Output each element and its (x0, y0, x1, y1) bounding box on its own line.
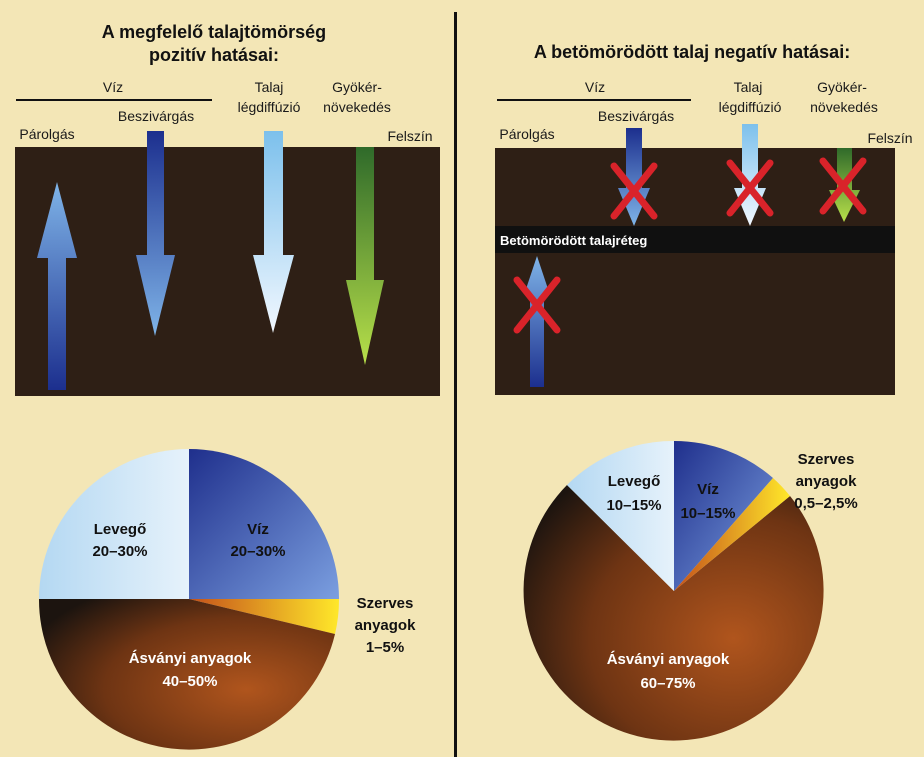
right-pie-asvanyi-value: 60–75% (640, 675, 695, 692)
left-pie-asvanyi-name: Ásványi anyagok (129, 650, 252, 667)
right-label-novekedes: növekedés (810, 99, 878, 115)
left-pie-levego-name: Levegő (94, 521, 147, 538)
left-pie-szerves-name1: Szerves (357, 595, 414, 612)
left-panel: A megfelelő talajtömörség pozitív hatása… (15, 22, 440, 750)
left-pie-szerves-slice (189, 599, 340, 634)
left-soil-block (15, 147, 440, 396)
left-pie-szerves-value: 1–5% (366, 639, 404, 656)
right-label-beszivargas: Beszivárgás (598, 108, 674, 124)
left-title-line1: A megfelelő talajtömörség (102, 22, 326, 42)
right-panel: A betömörödött talaj negatív hatásai: Ví… (495, 42, 913, 741)
left-infiltration-arrow (136, 131, 175, 336)
left-title-line2: pozitív hatásai: (149, 45, 279, 65)
right-pie-asvanyi-slice (523, 485, 824, 741)
right-compacted-layer (495, 226, 895, 253)
left-pie-levego-slice (39, 449, 189, 599)
right-compacted-layer-label: Betömörödött talajréteg (500, 233, 647, 248)
right-label-legdiffuzio: légdiffúzió (719, 99, 782, 115)
left-label-novekedes: növekedés (323, 99, 391, 115)
right-evaporation-arrow (525, 256, 549, 387)
left-pie-asvanyi-slice (38, 599, 336, 750)
left-pie-viz-slice (189, 449, 339, 599)
right-pie-szerves-name2: anyagok (796, 473, 858, 490)
right-pie-szerves-value: 0,5–2,5% (794, 495, 857, 512)
left-label-gyoker: Gyökér- (332, 79, 382, 95)
right-viz-underline (497, 99, 691, 101)
right-pie (523, 440, 824, 741)
panel-divider (454, 12, 457, 757)
right-pie-levego-name: Levegő (608, 473, 661, 490)
left-pie-viz-name: Víz (247, 521, 269, 538)
right-root-growth-cross-icon (819, 157, 867, 215)
right-label-felszin: Felszín (867, 130, 912, 146)
right-soil-block (495, 148, 895, 395)
right-pie-levego-value: 10–15% (606, 497, 661, 514)
right-title: A betömörödött talaj negatív hatásai: (534, 42, 850, 62)
left-evaporation-arrow (37, 182, 77, 390)
right-pie-asvanyi-name: Ásványi anyagok (607, 651, 730, 668)
left-pie-szerves-name2: anyagok (355, 617, 417, 634)
right-pie-viz-slice (674, 440, 773, 591)
right-label-talaj: Talaj (734, 79, 763, 95)
right-pie-szerves-slice (674, 478, 790, 591)
left-root-growth-arrow (346, 147, 384, 365)
left-label-felszin: Felszín (387, 128, 432, 144)
right-label-parolgas: Párolgás (499, 126, 554, 142)
left-label-parolgas: Párolgás (19, 126, 74, 142)
left-pie-asvanyi-value: 40–50% (162, 673, 217, 690)
left-label-viz: Víz (103, 79, 123, 95)
left-label-talaj: Talaj (255, 79, 284, 95)
left-air-diffusion-arrow (253, 131, 294, 333)
right-air-diffusion-cross-icon (726, 159, 774, 217)
left-viz-underline (16, 99, 212, 101)
left-pie-levego-value: 20–30% (92, 543, 147, 560)
left-pie-viz-value: 20–30% (230, 543, 285, 560)
left-label-legdiffuzio: légdiffúzió (238, 99, 301, 115)
right-pie-viz-name: Víz (697, 481, 719, 498)
right-label-viz: Víz (585, 79, 605, 95)
left-pie (38, 449, 340, 750)
right-pie-levego-slice (567, 440, 674, 591)
right-label-gyoker: Gyökér- (817, 79, 867, 95)
left-label-beszivargas: Beszivárgás (118, 108, 194, 124)
right-pie-szerves-name1: Szerves (798, 451, 855, 468)
right-infiltration-cross-icon (610, 162, 658, 220)
right-evaporation-cross-icon (513, 276, 561, 334)
right-pie-viz-value: 10–15% (680, 505, 735, 522)
